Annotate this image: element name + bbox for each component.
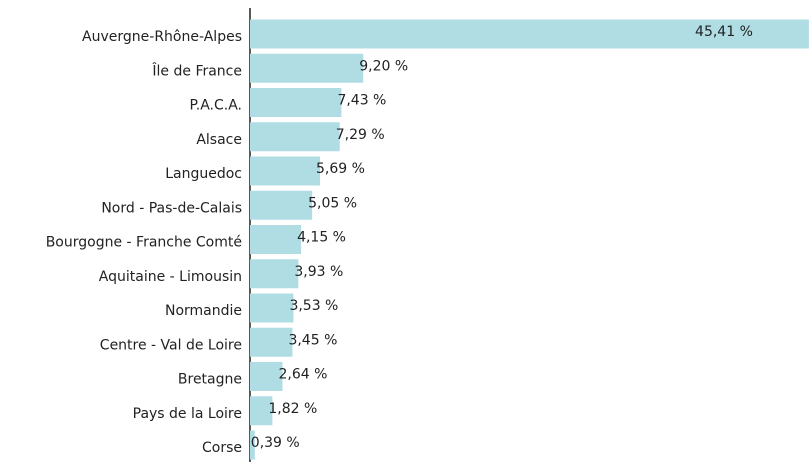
y-tick-label: P.A.C.A. [190,98,243,114]
bar [250,362,283,391]
value-label: 2,64 % [278,367,327,383]
y-tick-label: Languedoc [165,166,242,182]
bar [250,259,299,289]
value-label: 9,20 % [359,58,408,74]
value-label: 45,41 % [695,24,753,40]
value-label: 7,29 % [336,127,385,143]
bar [250,225,302,254]
y-tick-label: Aquitaine - Limousin [99,269,242,285]
value-label: 1,82 % [268,401,317,417]
bar [250,190,313,220]
bar [250,293,294,323]
bar [250,19,809,49]
y-tick-label: Alsace [196,132,242,148]
value-label: 3,93 % [294,264,343,280]
value-label: 4,15 % [297,230,346,246]
y-tick-label: Île de France [151,61,242,79]
y-tick-label: Bretagne [178,372,242,388]
y-tick-label: Centre - Val de Loire [100,337,242,353]
value-label: 0,39 % [251,435,300,451]
bar [250,156,321,186]
bar [250,396,273,426]
bar [250,430,255,460]
bar [250,327,293,357]
y-tick-label: Bourgogne - Franche Comté [46,235,242,251]
y-tick-label: Pays de la Loire [133,406,242,422]
y-tick-label: Auvergne-Rhône-Alpes [82,29,242,45]
y-tick-label: Normandie [165,303,242,319]
value-label: 5,05 % [308,195,357,211]
y-tick-label: Nord - Pas-de-Calais [101,200,242,216]
value-label: 7,43 % [337,93,386,109]
bar [250,122,340,152]
value-label: 3,45 % [288,332,337,348]
bar [250,53,364,83]
bar [250,88,342,117]
value-label: 3,53 % [289,298,338,314]
y-tick-label: Corse [202,440,242,456]
value-label: 5,69 % [316,161,365,177]
